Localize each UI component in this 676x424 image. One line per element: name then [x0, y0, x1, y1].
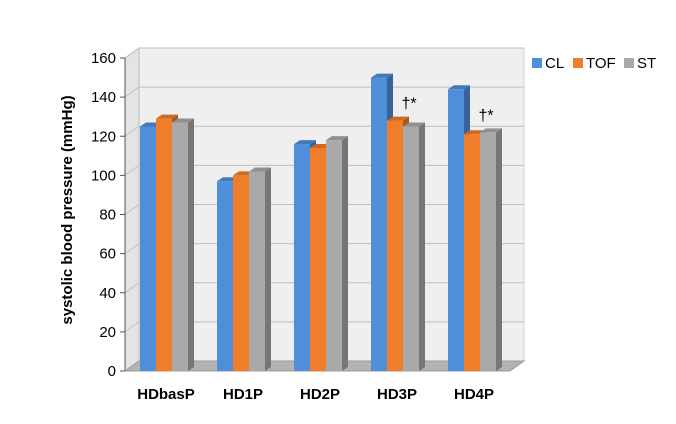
significance-annotation: †*: [478, 107, 493, 124]
bar-TOF-HDbasP: [156, 118, 172, 371]
bar-top-CL-HD4P: [448, 85, 470, 90]
bar-ST-HD3P: [403, 126, 419, 371]
x-category-label: HDbasP: [137, 386, 195, 403]
bar-TOF-HD2P: [310, 147, 326, 371]
y-tick-label: 80: [99, 207, 116, 224]
bar-CL-HD1P: [217, 181, 233, 371]
bar-top-ST-HD2P: [326, 136, 348, 141]
bar-top-ST-HD3P: [403, 122, 425, 127]
bar-ST-HDbasP: [172, 122, 188, 372]
x-category-label: HD2P: [300, 386, 340, 403]
legend-swatch-TOF: [573, 58, 583, 68]
bar-side-ST-HD3P: [419, 122, 425, 371]
bar-top-TOF-HD3P: [387, 116, 409, 121]
bar-top-CL-HD2P: [294, 140, 316, 145]
bar-ST-HD2P: [326, 140, 342, 371]
bar-top-ST-HD4P: [480, 128, 502, 133]
bar-CL-HD3P: [371, 77, 387, 371]
bar-side-ST-HDbasP: [188, 118, 194, 372]
legend-label-ST: ST: [637, 55, 656, 72]
gridline: [124, 86, 524, 98]
bar-side-ST-HD4P: [496, 128, 502, 371]
bar-side-ST-HD2P: [342, 136, 348, 371]
bar-CL-HD2P: [294, 144, 310, 371]
legend-swatch-CL: [532, 58, 542, 68]
x-category-label: HD1P: [223, 386, 263, 403]
legend-label-TOF: TOF: [586, 55, 616, 72]
bar-ST-HD4P: [480, 132, 496, 371]
bar-top-CL-HD3P: [371, 73, 393, 78]
bar-CL-HD4P: [448, 89, 464, 372]
legend-label-CL: CL: [545, 55, 564, 72]
bar-top-TOF-HDbasP: [156, 114, 178, 119]
x-category-label: HD4P: [454, 386, 494, 403]
bar-TOF-HD4P: [464, 134, 480, 371]
gridline: [124, 47, 524, 59]
x-category-label: HD3P: [377, 386, 417, 403]
bar-top-ST-HD1P: [249, 167, 271, 172]
y-tick-label: 60: [99, 246, 116, 263]
y-tick-label: 160: [91, 50, 116, 67]
bar-ST-HD1P: [249, 171, 265, 371]
bar-CL-HDbasP: [140, 126, 156, 371]
y-tick-label: 0: [108, 363, 116, 380]
y-tick-label: 100: [91, 167, 116, 184]
y-tick-label: 40: [99, 285, 116, 302]
bar-TOF-HD3P: [387, 120, 403, 371]
y-tick-label: 20: [99, 324, 116, 341]
y-axis-label: systolic blood pressure (mmHg): [59, 95, 76, 324]
bar-TOF-HD1P: [233, 175, 249, 371]
y-tick-label: 140: [91, 89, 116, 106]
bar-side-ST-HD1P: [265, 167, 271, 371]
legend-swatch-ST: [624, 58, 634, 68]
significance-annotation: †*: [401, 96, 416, 113]
bar-top-ST-HDbasP: [172, 118, 194, 123]
y-tick-label: 120: [91, 128, 116, 145]
